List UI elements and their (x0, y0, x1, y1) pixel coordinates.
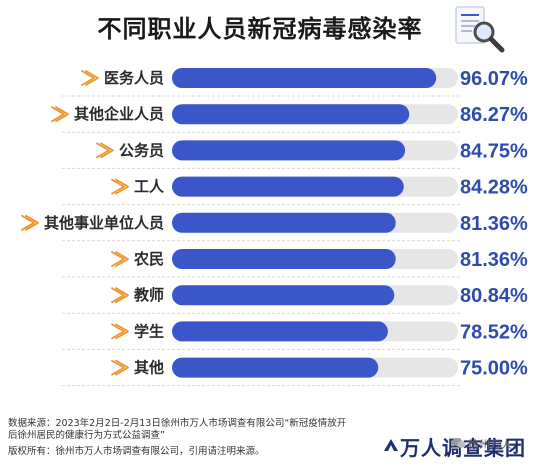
data-label: 81.36% (460, 213, 528, 235)
arrow-outline-icon (81, 70, 99, 86)
bar-row: 其他事业单位人员 81.36% (21, 212, 528, 242)
bar (172, 357, 379, 378)
data-label: 75.00% (460, 358, 528, 380)
arrow-outline-icon (111, 251, 129, 267)
category-label: 医务人员 (104, 69, 164, 87)
bar-row: 学生 78.52% (62, 321, 528, 350)
bar-row: 其他 75.00% (62, 357, 528, 387)
category-label: 工人 (134, 178, 165, 196)
chart-title: 不同职业人员新冠病毒感染率 (97, 15, 423, 43)
arrow-outline-icon (111, 359, 129, 376)
arrow-outline-icon (111, 287, 129, 304)
bar (172, 140, 406, 161)
data-label: 96.07% (460, 68, 528, 90)
bar (172, 321, 388, 342)
category-label: 公务员 (119, 141, 164, 159)
bar-row: 其他企业人员 86.27% (51, 104, 528, 133)
category-label: 其他事业单位人员 (44, 214, 164, 232)
brand-logo-icon (384, 439, 398, 451)
data-label: 81.36% (460, 249, 528, 271)
data-label: 80.84% (460, 285, 528, 307)
magnifier-document-icon (455, 6, 505, 53)
data-label: 86.27% (460, 104, 528, 126)
arrow-outline-icon (96, 142, 114, 159)
data-label: 84.75% (460, 140, 528, 162)
wechat-account: 徐州万人 (468, 438, 512, 451)
arrow-outline-icon (51, 106, 69, 123)
bar (172, 68, 437, 88)
arrow-outline-icon (111, 178, 129, 195)
bar (172, 249, 396, 269)
bar-row: 医务人员 96.07% (62, 68, 528, 97)
category-label: 教师 (133, 286, 164, 304)
bar (172, 212, 396, 233)
brand-name: 万人调查集团 (400, 436, 526, 460)
category-label: 农民 (133, 250, 164, 268)
bar-row: 公务员 84.75% (62, 140, 528, 169)
category-label: 其他企业人员 (74, 105, 164, 123)
bar-row: 农民 81.36% (62, 249, 528, 278)
wechat-icon (452, 438, 466, 448)
bar-row: 教师 80.84% (62, 285, 528, 314)
bar-row: 工人 84.28% (62, 176, 528, 206)
bar (172, 285, 395, 306)
bar-chart: 医务人员 96.07% 其他企业人员 86.27% 公务员 84.75% 工人 84.28% 其… (21, 68, 528, 387)
data-label: 78.52% (460, 321, 528, 343)
arrow-outline-icon (111, 323, 129, 340)
arrow-outline-icon (21, 214, 39, 231)
category-label: 学生 (134, 322, 164, 340)
source-line-2: 后徐州居民的健康行为方式公益调查” (8, 430, 165, 441)
category-label: 其他 (134, 359, 164, 377)
bar (172, 104, 410, 125)
bar (172, 176, 404, 197)
copyright-line: 版权所有：徐州市万人市场调查有限公司，引用请注明来源。 (8, 446, 265, 457)
data-label: 84.28% (460, 177, 528, 199)
source-line-1: 数据来源：2023年2月2日-2月13日徐州市万人市场调查有限公司“新冠疫情放开 (8, 418, 347, 429)
